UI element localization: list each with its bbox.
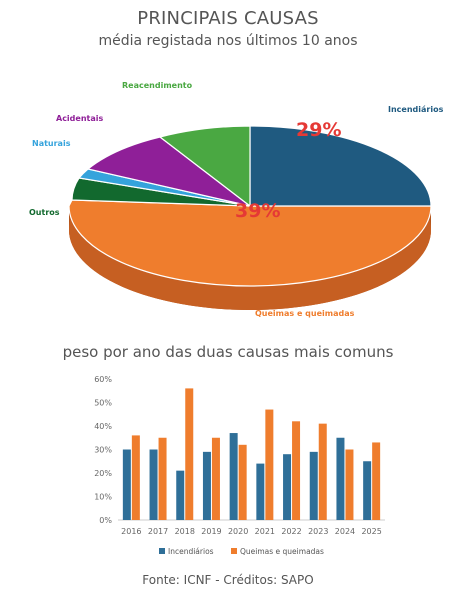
y-tick-label: 40% — [94, 422, 112, 431]
legend-label-incendiarios: Incendiários — [168, 547, 214, 556]
pie-slice-incendiarios — [249, 125, 432, 207]
x-tick-label: 2016 — [121, 527, 141, 536]
pie-subtitle: média registada nos últimos 10 anos — [98, 33, 358, 49]
legend-label-queimas: Queimas e queimadas — [240, 547, 324, 556]
source-credits: Fonte: ICNF - Créditos: SAPO — [142, 573, 314, 587]
x-tick-label: 2020 — [228, 527, 248, 536]
bar-queimas — [185, 388, 194, 520]
pie-label-queimas: Queimas e queimadas — [255, 309, 355, 318]
pie-label-incendiarios: Incendiários — [388, 105, 444, 114]
y-tick-label: 50% — [94, 399, 112, 408]
bar-incendiarios — [229, 433, 238, 520]
bar-queimas — [292, 421, 301, 520]
pie-pct-incendiarios: 29% — [296, 119, 341, 141]
bar-incendiarios — [336, 437, 345, 520]
pie-slice-acidentais — [86, 136, 251, 207]
bar-chart-title: peso por ano das duas causas mais comuns — [62, 343, 394, 361]
x-tick-label: 2019 — [201, 527, 221, 536]
bar-queimas — [318, 423, 327, 520]
bar-incendiarios — [309, 451, 318, 520]
bar-incendiarios — [256, 463, 265, 520]
bar-incendiarios — [363, 461, 372, 520]
bar-queimas — [211, 437, 220, 520]
bar-queimas — [345, 449, 354, 520]
bar-queimas — [265, 409, 274, 520]
pie-label-outros: Outros — [29, 208, 60, 217]
x-tick-label: 2025 — [361, 527, 381, 536]
y-tick-label: 0% — [99, 516, 112, 525]
bar-incendiarios — [149, 449, 158, 520]
x-tick-label: 2021 — [255, 527, 275, 536]
pie-chart: 29% 39% Reacendimento Incendiários Acide… — [29, 81, 444, 318]
y-tick-label: 60% — [94, 375, 112, 384]
bar-queimas — [238, 444, 247, 520]
bar-incendiarios — [283, 454, 292, 520]
x-tick-label: 2024 — [335, 527, 355, 536]
bar-chart: 0% 10% 20% 30% 40% 50% 60% 2016 2017 2018 2019 2020… — [94, 375, 385, 556]
y-tick-label: 20% — [94, 469, 112, 478]
y-tick-label: 10% — [94, 493, 112, 502]
x-tick-label: 2022 — [281, 527, 301, 536]
bar-incendiarios — [122, 449, 131, 520]
bar-queimas — [131, 435, 140, 520]
pie-slice-reacendimento — [158, 125, 251, 208]
bar-incendiarios — [202, 451, 211, 520]
bar-queimas — [372, 442, 381, 520]
y-tick-label: 30% — [94, 446, 112, 455]
pie-pct-queimas: 39% — [235, 200, 280, 222]
pie-label-acidentais: Acidentais — [56, 114, 103, 123]
x-tick-label: 2017 — [148, 527, 168, 536]
pie-title: PRINCIPAIS CAUSAS — [137, 8, 319, 29]
bar-queimas — [158, 437, 167, 520]
x-tick-label: 2023 — [308, 527, 328, 536]
pie-slice-queimas — [68, 199, 432, 287]
bar-incendiarios — [176, 470, 185, 520]
x-tick-label: 2018 — [175, 527, 195, 536]
legend-swatch-queimas — [231, 548, 237, 554]
legend-swatch-incendiarios — [159, 548, 165, 554]
pie-label-naturais: Naturais — [32, 139, 71, 148]
pie-label-reacendimento: Reacendimento — [122, 81, 193, 90]
